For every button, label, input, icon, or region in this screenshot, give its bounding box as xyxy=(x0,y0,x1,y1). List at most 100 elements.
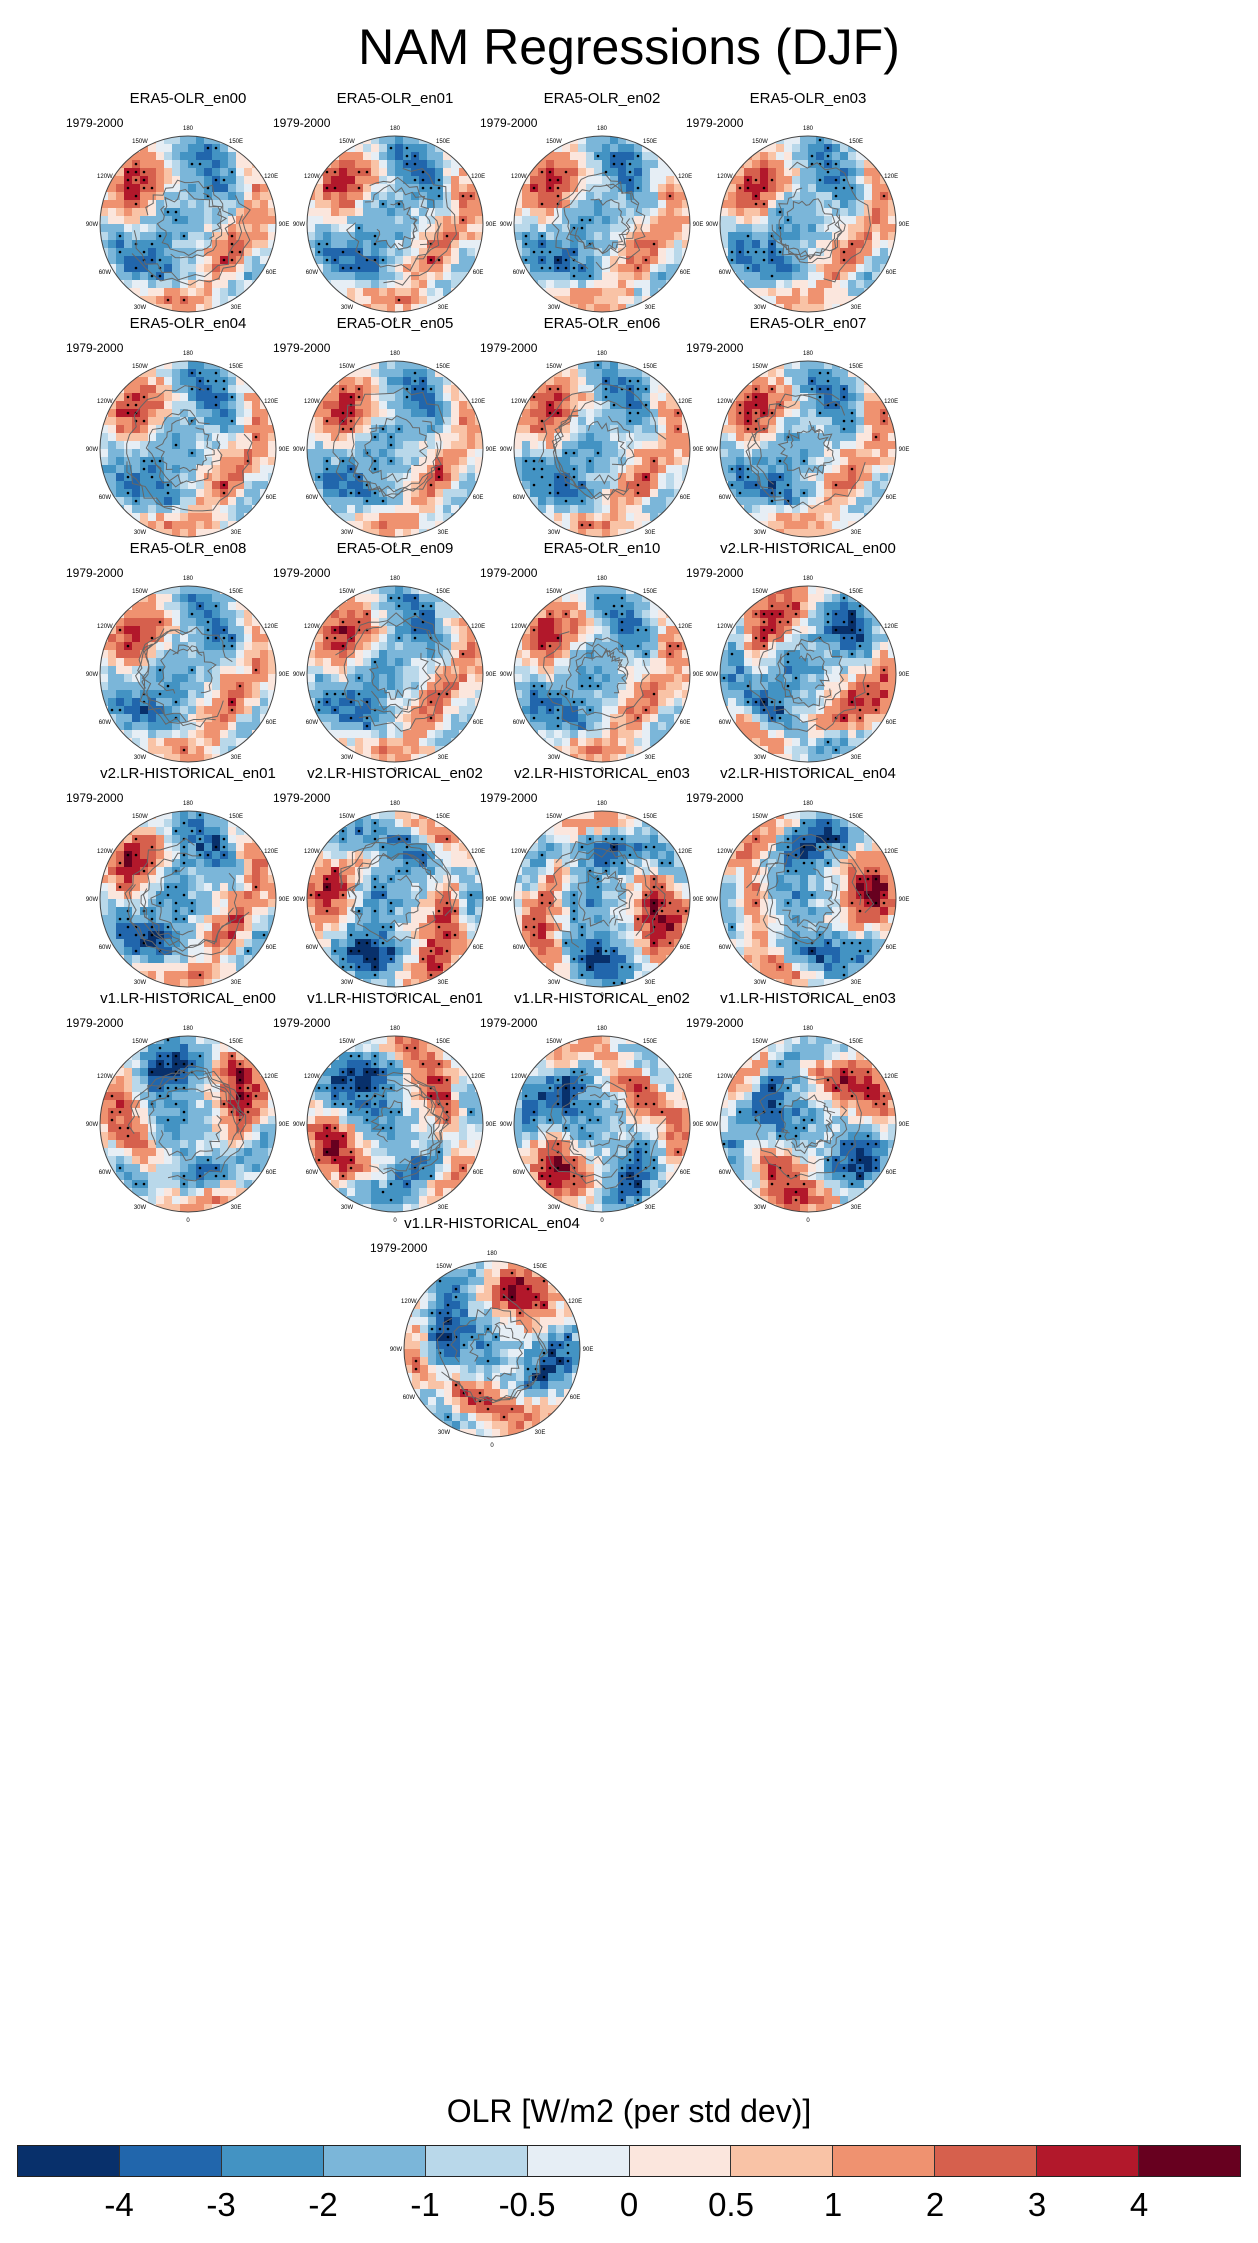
longitude-label: 60W xyxy=(306,270,319,276)
longitude-label: 150E xyxy=(229,814,243,820)
longitude-label: 180 xyxy=(597,801,608,807)
longitude-label: 30W xyxy=(341,1205,354,1211)
period-label: 1979-2000 xyxy=(66,341,124,355)
longitude-label: 180 xyxy=(183,351,194,357)
longitude-label: 150E xyxy=(436,814,450,820)
olr-field xyxy=(514,361,690,537)
map-boundary xyxy=(513,360,691,538)
longitude-label: 60W xyxy=(719,720,732,726)
longitude-label: 120E xyxy=(678,849,692,855)
longitude-label: 120E xyxy=(264,1074,278,1080)
longitude-label: 60W xyxy=(99,720,112,726)
longitude-label: 120E xyxy=(884,399,898,405)
longitude-label: 90E xyxy=(486,897,497,903)
polar-map: 180 150E 120E 90E 60E 30E 0 30W 60W 90W 120W 150W xyxy=(293,351,497,549)
longitude-label: 120E xyxy=(471,624,485,630)
longitude-label: 120E xyxy=(884,1074,898,1080)
map-panel: v1.LR-HISTORICAL_en04 1979-2000 180 150E 120… xyxy=(352,1215,632,1515)
map-panel: ERA5-OLR_en10 1979-2000 180 150E 120E 90E 60E 3… xyxy=(462,540,742,840)
longitude-label: 180 xyxy=(183,576,194,582)
longitude-label: 60E xyxy=(680,945,691,951)
longitude-label: 60E xyxy=(680,1170,691,1176)
polar-map: 180 150E 120E 90E 60E 30E 0 30W 60W 90W 120W 150W xyxy=(500,801,704,999)
longitude-label: 30E xyxy=(645,755,656,761)
longitude-label: 60E xyxy=(266,495,277,501)
colorbar-swatch xyxy=(221,2146,324,2176)
map-panel: v1.LR-HISTORICAL_en01 1979-2000 180 150E 120… xyxy=(255,990,535,1290)
longitude-label: 150W xyxy=(132,1039,148,1045)
colorbar-tick-label: 1 xyxy=(823,2186,843,2223)
colorbar-tick-label: 2 xyxy=(925,2186,945,2223)
map-panel: ERA5-OLR_en09 1979-2000 180 150E 120E 90E 60E 3… xyxy=(255,540,535,840)
longitude-label: 60E xyxy=(886,945,897,951)
longitude-label: 120W xyxy=(304,1074,320,1080)
longitude-label: 90W xyxy=(86,447,99,453)
longitude-label: 150W xyxy=(546,814,562,820)
map-panel: v2.LR-HISTORICAL_en01 1979-2000 180 150E 120… xyxy=(48,765,328,1065)
longitude-label: 150E xyxy=(849,364,863,370)
longitude-label: 30W xyxy=(134,755,147,761)
colorbar xyxy=(17,2145,1241,2177)
panel-title: v1.LR-HISTORICAL_en02 xyxy=(514,990,690,1007)
map-panel: ERA5-OLR_en03 1979-2000 180 150E 120E 90E 60E 3… xyxy=(668,90,948,390)
longitude-label: 60W xyxy=(719,945,732,951)
map-boundary xyxy=(719,360,897,538)
longitude-label: 180 xyxy=(803,1026,814,1032)
longitude-label: 0 xyxy=(600,993,604,999)
longitude-label: 150W xyxy=(132,139,148,145)
longitude-label: 150E xyxy=(533,1264,547,1270)
map-panel: v2.LR-HISTORICAL_en02 1979-2000 180 150E 120… xyxy=(255,765,535,1065)
longitude-label: 30E xyxy=(645,1205,656,1211)
longitude-label: 60E xyxy=(680,495,691,501)
longitude-label: 90W xyxy=(293,1122,306,1128)
olr-field xyxy=(720,361,896,537)
longitude-label: 60E xyxy=(886,270,897,276)
longitude-label: 60W xyxy=(99,945,112,951)
longitude-label: 0 xyxy=(393,543,397,549)
longitude-label: 120W xyxy=(511,849,527,855)
longitude-label: 120W xyxy=(401,1299,417,1305)
panel-title: ERA5-OLR_en07 xyxy=(749,315,867,332)
longitude-label: 120E xyxy=(471,399,485,405)
colorbar-swatch xyxy=(1037,2146,1140,2176)
panel-title: ERA5-OLR_en09 xyxy=(336,540,454,557)
colorbar-swatch xyxy=(1139,2146,1241,2176)
longitude-label: 120W xyxy=(97,849,113,855)
longitude-label: 90W xyxy=(86,1122,99,1128)
longitude-label: 60E xyxy=(570,1395,581,1401)
longitude-label: 120E xyxy=(264,849,278,855)
longitude-label: 90W xyxy=(500,447,513,453)
longitude-label: 150E xyxy=(229,139,243,145)
panel-title: v2.LR-HISTORICAL_en00 xyxy=(720,540,896,557)
longitude-label: 0 xyxy=(186,543,190,549)
longitude-label: 180 xyxy=(597,351,608,357)
panel-title: v1.LR-HISTORICAL_en01 xyxy=(307,990,483,1007)
longitude-label: 60E xyxy=(473,495,484,501)
longitude-label: 90W xyxy=(500,897,513,903)
map-boundary xyxy=(306,360,484,538)
longitude-label: 30W xyxy=(341,305,354,311)
period-label: 1979-2000 xyxy=(273,1016,331,1030)
longitude-label: 90E xyxy=(486,222,497,228)
longitude-label: 150W xyxy=(546,589,562,595)
map-panel: ERA5-OLR_en05 1979-2000 180 150E 120E 90E 60E 3… xyxy=(255,315,535,615)
longitude-label: 0 xyxy=(600,318,604,324)
longitude-label: 120E xyxy=(678,174,692,180)
colorbar-tick-label: 0.5 xyxy=(708,2186,754,2223)
longitude-label: 90W xyxy=(706,897,719,903)
longitude-label: 90E xyxy=(279,447,290,453)
panel-title: v2.LR-HISTORICAL_en02 xyxy=(307,765,483,782)
longitude-label: 150W xyxy=(339,589,355,595)
map-boundary xyxy=(99,135,277,313)
longitude-label: 30W xyxy=(548,530,561,536)
longitude-label: 150W xyxy=(339,814,355,820)
longitude-label: 120W xyxy=(304,849,320,855)
colorbar-swatch xyxy=(833,2146,936,2176)
colorbar-tick-label: 3 xyxy=(1027,2186,1047,2223)
longitude-label: 90W xyxy=(86,672,99,678)
map-panel: ERA5-OLR_en01 1979-2000 180 150E 120E 90E 60E 3… xyxy=(255,90,535,390)
colorbar-tick-label: -0.5 xyxy=(498,2186,556,2223)
longitude-label: 90E xyxy=(279,222,290,228)
longitude-label: 90W xyxy=(293,897,306,903)
longitude-label: 30W xyxy=(438,1430,451,1436)
